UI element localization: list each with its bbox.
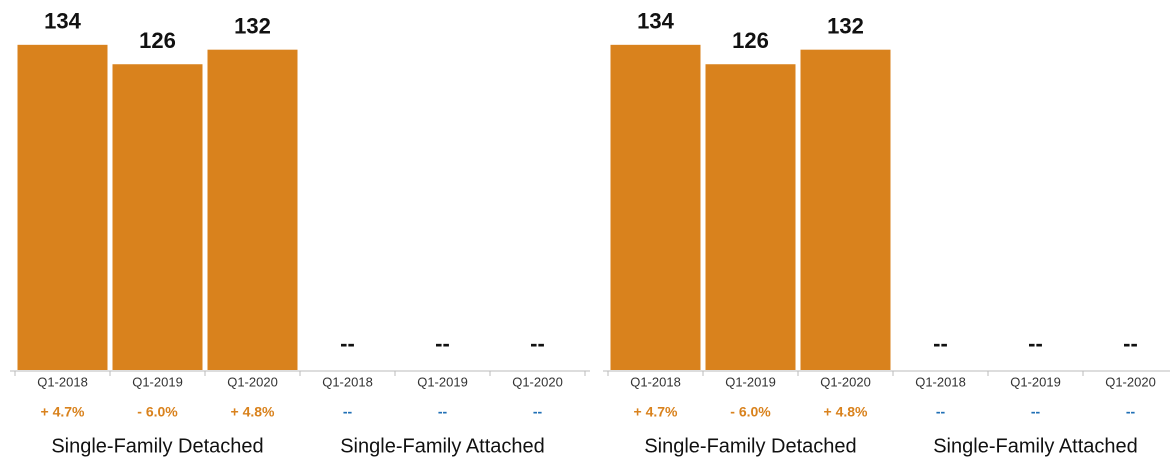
category-label: Q1-2020 [820,374,871,389]
bar [705,64,796,371]
value-label: 134 [44,9,81,34]
bar [112,64,203,371]
category-label: Q1-2018 [915,374,966,389]
value-label: -- [530,331,545,356]
category-label: Q1-2019 [1010,374,1061,389]
value-label: -- [340,331,355,356]
change-label: -- [533,404,543,420]
change-label: + 4.7% [41,404,86,420]
value-label: 132 [234,13,271,38]
category-label: Q1-2019 [132,374,183,389]
change-label: + 4.8% [824,404,869,420]
category-label: Q1-2018 [37,374,88,389]
value-label: 126 [139,28,176,53]
value-label: -- [1028,331,1043,356]
value-label: -- [933,331,948,356]
change-label: -- [1031,404,1041,420]
value-label: 132 [827,13,864,38]
change-label: -- [343,404,353,420]
group-label: Single-Family Attached [340,435,545,457]
category-label: Q1-2020 [1105,374,1156,389]
group-label: Single-Family Attached [933,435,1138,457]
change-label: -- [1126,404,1136,420]
bar [610,44,701,371]
group-label: Single-Family Detached [51,435,263,457]
value-label: -- [1123,331,1138,356]
bar [17,44,108,371]
value-label: 126 [732,28,769,53]
value-label: -- [435,331,450,356]
change-label: + 4.8% [231,404,276,420]
group-label: Single-Family Detached [644,435,856,457]
category-label: Q1-2020 [512,374,563,389]
category-label: Q1-2019 [725,374,776,389]
category-label: Q1-2018 [630,374,681,389]
change-label: + 4.7% [634,404,679,420]
category-label: Q1-2018 [322,374,373,389]
change-label: -- [936,404,946,420]
change-label: - 6.0% [730,404,771,420]
category-label: Q1-2019 [417,374,468,389]
change-label: -- [438,404,448,420]
category-label: Q1-2020 [227,374,278,389]
change-label: - 6.0% [137,404,178,420]
bar [207,49,298,371]
value-label: 134 [637,9,674,34]
bar [800,49,891,371]
